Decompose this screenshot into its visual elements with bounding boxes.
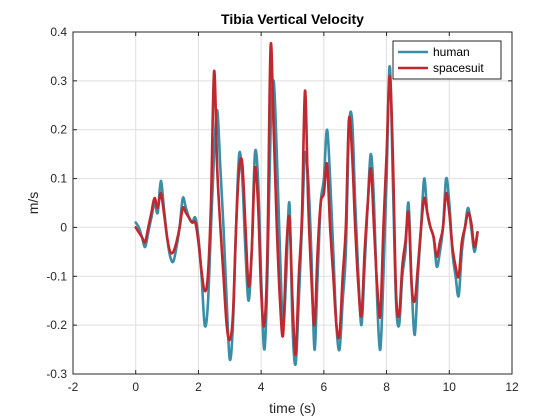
y-tick-label: 0 <box>60 220 67 234</box>
x-tick-label: 6 <box>321 380 328 394</box>
x-tick-label: 2 <box>195 380 202 394</box>
chart-title: Tibia Vertical Velocity <box>221 11 364 27</box>
legend-box <box>392 40 502 80</box>
series-line-spacesuit <box>134 42 479 356</box>
y-tick-label: -0.3 <box>46 367 67 381</box>
ticks: -2 0 2 4 6 8 10 12 -0.3 -0.2 -0.1 0 0.1 0.2 0.3 0.4 <box>46 25 519 394</box>
x-tick-label: 10 <box>443 380 457 394</box>
y-tick-label: -0.2 <box>46 318 67 332</box>
x-tick-label: 12 <box>505 380 519 394</box>
y-tick-label: 0.2 <box>50 123 67 137</box>
x-tick-label: 0 <box>132 380 139 394</box>
y-axis-label: m/s <box>25 192 41 215</box>
y-tick-label: -0.1 <box>46 269 67 283</box>
legend-entry: spacesuit <box>433 61 484 75</box>
x-tick-label: -2 <box>68 380 79 394</box>
plot-frame <box>72 31 513 375</box>
y-tick-label: 0.3 <box>50 74 67 88</box>
x-tick-label: 8 <box>383 380 390 394</box>
legend-entry: human <box>433 45 470 59</box>
y-tick-label: 0.1 <box>50 172 67 186</box>
legend: human spacesuit <box>392 40 502 80</box>
y-tick-label: 0.4 <box>50 25 67 39</box>
x-axis-label: time (s) <box>269 400 316 416</box>
x-tick-label: 4 <box>258 380 265 394</box>
series-layer <box>134 42 479 367</box>
